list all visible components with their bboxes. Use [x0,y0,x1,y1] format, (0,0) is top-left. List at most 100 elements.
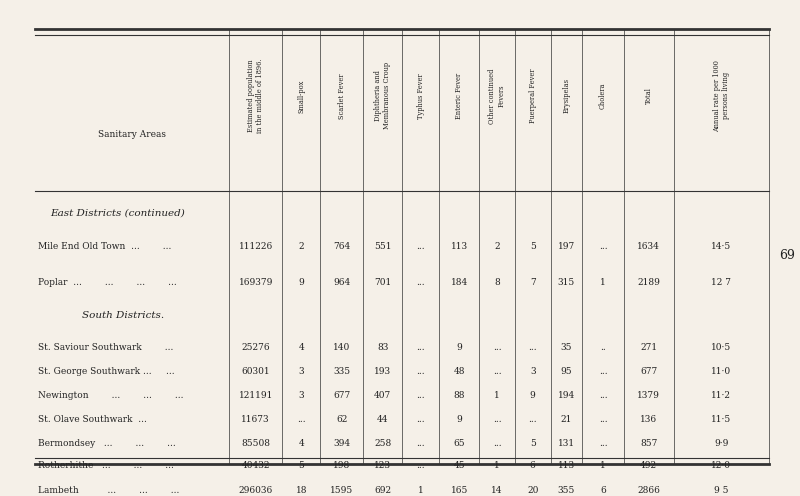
Text: Lambeth          ...        ...        ...: Lambeth ... ... ... [38,486,179,496]
Text: 407: 407 [374,391,391,400]
Text: Diphtheria and
Membranous Croup: Diphtheria and Membranous Croup [374,62,391,129]
Text: 198: 198 [333,461,350,471]
Text: 60301: 60301 [242,367,270,376]
Text: 111226: 111226 [238,242,273,251]
Text: Scarlet Fever: Scarlet Fever [338,73,346,119]
Text: ...: ... [417,438,425,447]
Text: 45: 45 [454,461,465,471]
Text: 113: 113 [450,242,468,251]
Text: 11·5: 11·5 [711,415,731,424]
Text: 165: 165 [450,486,468,496]
Text: 7: 7 [530,278,536,287]
Text: 11·0: 11·0 [711,367,731,376]
Text: 12 7: 12 7 [711,278,731,287]
Text: ...: ... [529,415,537,424]
Text: ..: .. [600,343,606,352]
Text: 1595: 1595 [330,486,354,496]
Text: ...: ... [297,415,306,424]
Text: ...: ... [417,278,425,287]
Text: 9: 9 [457,343,462,352]
Text: 12·0: 12·0 [711,461,731,471]
Text: ...: ... [493,415,502,424]
Text: Enteric Fever: Enteric Fever [455,73,463,119]
Text: 184: 184 [450,278,468,287]
Text: 4: 4 [298,343,304,352]
Text: Total: Total [645,87,653,104]
Text: 136: 136 [640,415,658,424]
Text: 701: 701 [374,278,391,287]
Text: Mile End Old Town  ...        ...: Mile End Old Town ... ... [38,242,171,251]
Text: ...: ... [598,391,607,400]
Text: 40432: 40432 [242,461,270,471]
Text: 9: 9 [457,415,462,424]
Text: 857: 857 [640,438,658,447]
Text: Newington        ...        ...        ...: Newington ... ... ... [38,391,183,400]
Text: Poplar  ...        ...        ...        ...: Poplar ... ... ... ... [38,278,177,287]
Text: 3: 3 [530,367,535,376]
Text: ...: ... [417,461,425,471]
Text: Typhus Fever: Typhus Fever [417,73,425,119]
Text: 3: 3 [298,391,304,400]
Text: 85508: 85508 [241,438,270,447]
Text: 140: 140 [333,343,350,352]
Text: 65: 65 [454,438,465,447]
Text: 2: 2 [298,242,304,251]
Text: 692: 692 [374,486,391,496]
Text: 8: 8 [494,278,500,287]
Text: ...: ... [417,415,425,424]
Text: ...: ... [598,415,607,424]
Text: 492: 492 [640,461,658,471]
Text: ...: ... [598,438,607,447]
Text: Annual rate per 1000
persons living: Annual rate per 1000 persons living [713,60,730,132]
Text: 18: 18 [295,486,307,496]
Text: 258: 258 [374,438,391,447]
Text: 169379: 169379 [238,278,273,287]
Text: Estimated population
in the middle of 1896.: Estimated population in the middle of 18… [247,59,264,133]
Text: 3: 3 [298,367,304,376]
Text: Small-pox: Small-pox [298,79,306,113]
Text: 2866: 2866 [638,486,660,496]
Text: ...: ... [598,367,607,376]
Text: 4: 4 [298,438,304,447]
Text: 113: 113 [558,461,575,471]
Text: 1634: 1634 [638,242,660,251]
Text: 296036: 296036 [238,486,273,496]
Text: 197: 197 [558,242,575,251]
Text: 271: 271 [640,343,658,352]
Text: 1: 1 [600,278,606,287]
Text: ...: ... [417,367,425,376]
Text: 5: 5 [530,242,536,251]
Text: 9: 9 [298,278,304,287]
Text: 20: 20 [527,486,538,496]
Text: 193: 193 [374,367,391,376]
Text: Other continued
Fevers: Other continued Fevers [489,68,506,124]
Text: 1: 1 [418,486,424,496]
Text: 5: 5 [530,438,536,447]
Text: 9 5: 9 5 [714,486,729,496]
Text: 2189: 2189 [638,278,660,287]
Text: 6: 6 [600,486,606,496]
Text: 394: 394 [334,438,350,447]
Text: Rotherhithe   ...        ...        ...: Rotherhithe ... ... ... [38,461,174,471]
Text: Cholera: Cholera [599,83,607,109]
Text: ...: ... [529,343,537,352]
Text: 1: 1 [494,391,500,400]
Text: 11673: 11673 [242,415,270,424]
Text: 11·2: 11·2 [711,391,731,400]
Text: Sanitary Areas: Sanitary Areas [98,129,166,138]
Text: Erysipelas: Erysipelas [562,78,570,114]
Text: 355: 355 [558,486,575,496]
Text: South Districts.: South Districts. [82,311,164,320]
Text: 14·5: 14·5 [711,242,731,251]
Text: 194: 194 [558,391,575,400]
Text: 5: 5 [298,461,304,471]
Text: 121191: 121191 [238,391,273,400]
Text: 69: 69 [779,249,795,262]
Text: 964: 964 [333,278,350,287]
Text: 62: 62 [336,415,347,424]
Text: East Districts (continued): East Districts (continued) [50,208,185,217]
Text: 315: 315 [558,278,575,287]
Text: 1: 1 [494,461,500,471]
Text: 83: 83 [377,343,388,352]
Text: 551: 551 [374,242,391,251]
